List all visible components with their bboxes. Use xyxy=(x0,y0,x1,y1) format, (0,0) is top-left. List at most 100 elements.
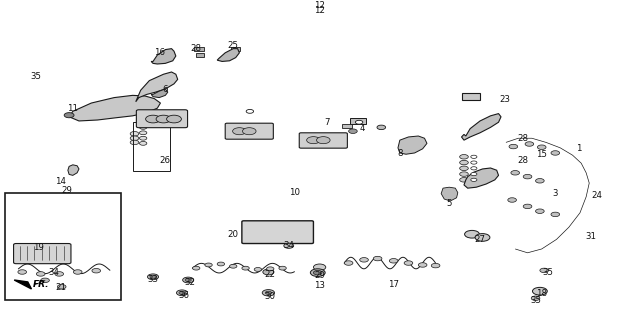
Circle shape xyxy=(431,263,440,268)
Circle shape xyxy=(460,155,468,159)
Circle shape xyxy=(246,109,254,113)
Text: 29: 29 xyxy=(314,271,325,280)
Circle shape xyxy=(313,270,322,275)
Bar xyxy=(350,118,366,124)
Text: 34: 34 xyxy=(283,241,294,250)
Circle shape xyxy=(185,278,191,282)
Polygon shape xyxy=(69,95,160,121)
Circle shape xyxy=(230,264,237,268)
Text: 12: 12 xyxy=(314,6,325,15)
Text: 22: 22 xyxy=(265,270,276,279)
Circle shape xyxy=(242,266,249,270)
Text: 5: 5 xyxy=(447,199,452,208)
Circle shape xyxy=(55,272,64,276)
Circle shape xyxy=(176,290,188,296)
Bar xyxy=(342,124,352,128)
Text: 12: 12 xyxy=(314,1,325,10)
Circle shape xyxy=(551,212,560,217)
Circle shape xyxy=(265,291,271,294)
Bar xyxy=(194,47,204,51)
Circle shape xyxy=(263,269,274,275)
Text: 16: 16 xyxy=(154,48,165,57)
Circle shape xyxy=(460,172,468,176)
Bar xyxy=(231,47,240,51)
Text: 28: 28 xyxy=(191,44,202,53)
Text: 29: 29 xyxy=(61,186,72,195)
Text: 13: 13 xyxy=(314,281,325,290)
FancyBboxPatch shape xyxy=(299,133,347,148)
Circle shape xyxy=(146,115,160,123)
Circle shape xyxy=(262,290,275,296)
Circle shape xyxy=(508,198,516,202)
Polygon shape xyxy=(217,49,239,61)
Circle shape xyxy=(471,172,477,176)
Polygon shape xyxy=(495,128,597,268)
Circle shape xyxy=(355,120,363,124)
Text: 3: 3 xyxy=(553,189,558,198)
Circle shape xyxy=(73,270,82,274)
Circle shape xyxy=(523,204,532,209)
Circle shape xyxy=(389,259,398,263)
Text: 26: 26 xyxy=(160,156,171,165)
Circle shape xyxy=(147,274,159,280)
Text: 35: 35 xyxy=(530,296,541,305)
Text: 4: 4 xyxy=(360,124,365,133)
Polygon shape xyxy=(523,264,542,274)
Polygon shape xyxy=(68,165,79,175)
Circle shape xyxy=(205,263,212,267)
FancyBboxPatch shape xyxy=(225,123,273,139)
Circle shape xyxy=(139,131,147,135)
Text: 35: 35 xyxy=(30,72,41,81)
Circle shape xyxy=(537,145,546,149)
Text: 32: 32 xyxy=(184,278,196,287)
Circle shape xyxy=(284,243,294,248)
Text: 19: 19 xyxy=(33,244,44,252)
Circle shape xyxy=(130,136,139,140)
Text: 20: 20 xyxy=(228,230,239,239)
Circle shape xyxy=(349,129,357,133)
Polygon shape xyxy=(151,89,168,98)
Circle shape xyxy=(471,178,477,181)
Text: FR.: FR. xyxy=(33,280,49,289)
Polygon shape xyxy=(14,280,31,289)
Text: 27: 27 xyxy=(474,235,486,244)
Circle shape xyxy=(377,125,386,130)
Circle shape xyxy=(460,178,468,182)
Circle shape xyxy=(475,234,490,241)
Text: 10: 10 xyxy=(289,188,300,197)
Circle shape xyxy=(36,272,45,276)
Circle shape xyxy=(156,115,171,123)
Circle shape xyxy=(267,267,274,271)
Circle shape xyxy=(418,263,427,267)
FancyBboxPatch shape xyxy=(242,221,313,244)
Text: 14: 14 xyxy=(55,177,66,186)
Polygon shape xyxy=(398,136,427,154)
Circle shape xyxy=(536,179,544,183)
Polygon shape xyxy=(136,72,178,102)
Circle shape xyxy=(523,174,532,179)
Bar xyxy=(133,122,170,171)
Polygon shape xyxy=(151,49,176,64)
Circle shape xyxy=(150,275,156,278)
Bar xyxy=(5,193,121,300)
Circle shape xyxy=(317,137,330,144)
Text: 31: 31 xyxy=(586,232,597,241)
Circle shape xyxy=(531,296,540,300)
Text: 15: 15 xyxy=(536,150,547,159)
Circle shape xyxy=(254,268,262,271)
Circle shape xyxy=(57,284,66,289)
Text: 30: 30 xyxy=(265,292,276,301)
Text: 25: 25 xyxy=(228,41,239,50)
Circle shape xyxy=(465,230,479,238)
Polygon shape xyxy=(464,168,499,188)
Circle shape xyxy=(509,144,518,149)
Circle shape xyxy=(551,151,560,155)
Circle shape xyxy=(540,268,549,273)
Circle shape xyxy=(179,291,185,294)
Circle shape xyxy=(167,115,181,123)
Circle shape xyxy=(183,277,194,283)
Circle shape xyxy=(536,209,544,213)
Circle shape xyxy=(64,113,74,118)
Circle shape xyxy=(139,125,147,129)
Circle shape xyxy=(41,278,49,283)
